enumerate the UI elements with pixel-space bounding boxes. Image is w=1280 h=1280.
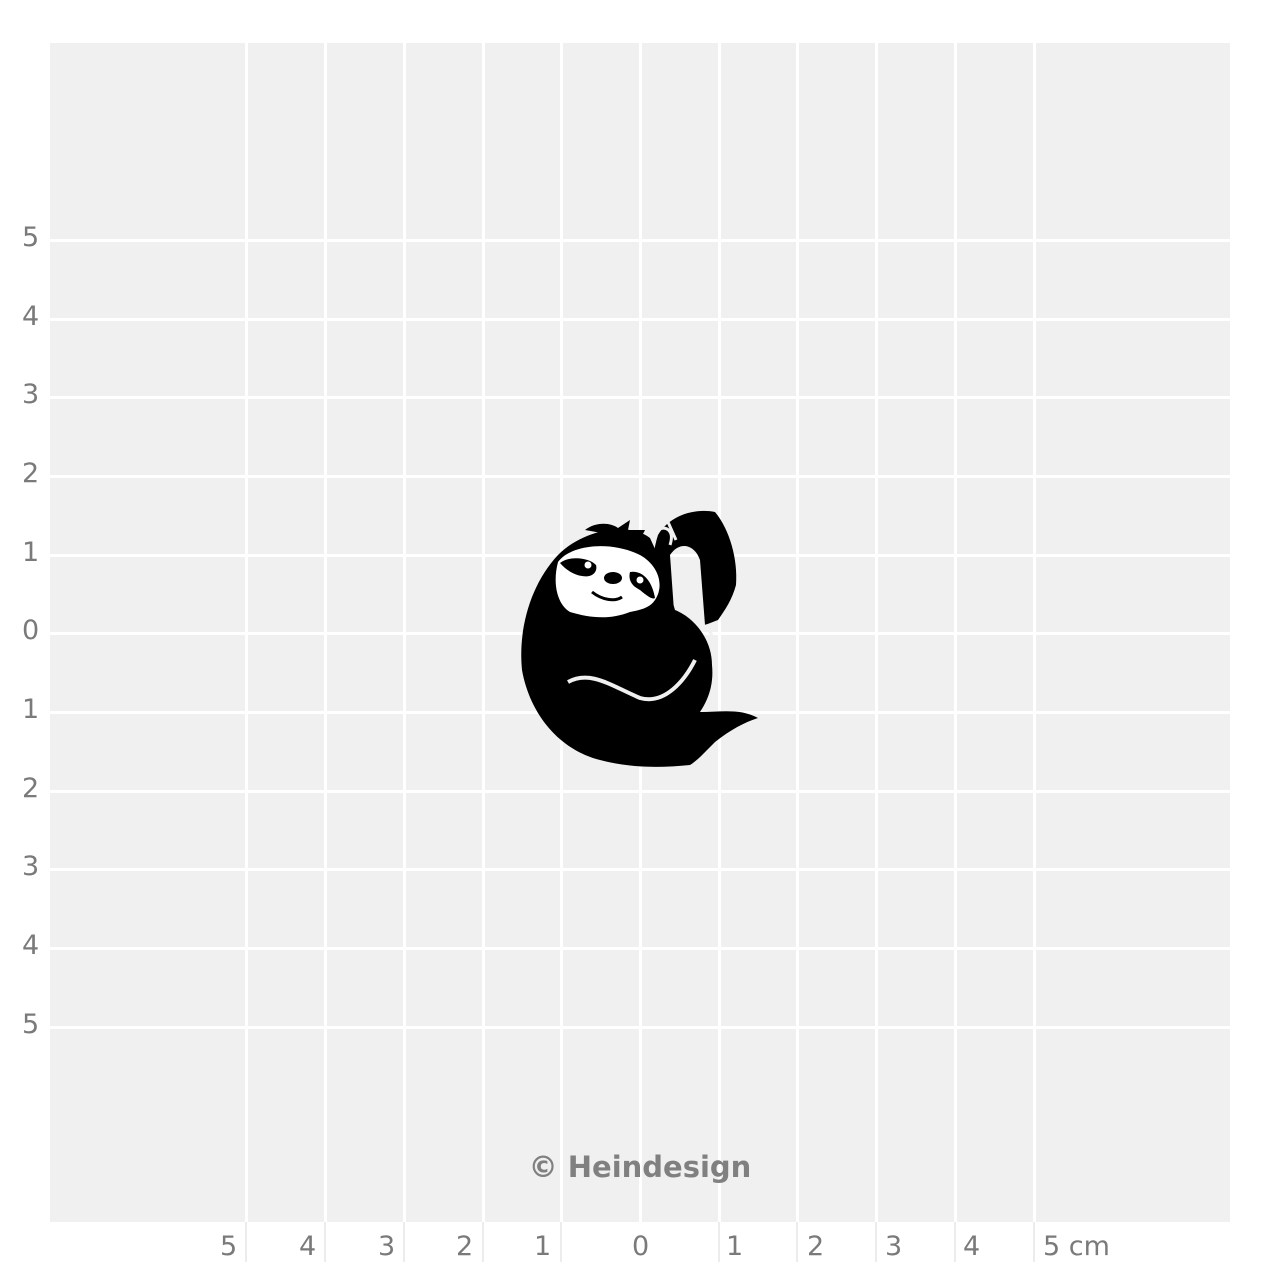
nose <box>604 572 622 584</box>
tick-line <box>954 1222 956 1262</box>
x-axis-label: 1 <box>534 1231 552 1262</box>
arm-outline <box>567 659 697 702</box>
grid-line-horizontal <box>50 790 1230 793</box>
x-axis-label: 2 <box>807 1231 825 1262</box>
x-axis-label: 4 <box>963 1231 981 1262</box>
tick-line <box>482 1222 484 1262</box>
tick-line <box>796 1222 798 1262</box>
grid-line-horizontal <box>50 239 1230 242</box>
y-axis-label: 4 <box>22 301 40 332</box>
tick-line <box>875 1222 877 1262</box>
y-axis-label: 0 <box>22 615 40 646</box>
grid-line-horizontal <box>50 1026 1230 1029</box>
sloth-motif <box>521 510 758 767</box>
y-axis-label: 2 <box>22 458 40 489</box>
x-axis-label: 3 <box>378 1231 396 1262</box>
y-axis-label: 5 <box>22 1009 40 1040</box>
y-axis-label: 3 <box>22 851 40 882</box>
grid-line-horizontal <box>50 475 1230 478</box>
eye-patch-right <box>629 571 655 599</box>
tick-line <box>324 1222 326 1262</box>
branch <box>657 521 714 636</box>
copyright-text: © Heindesign <box>528 1150 752 1184</box>
grid-line-horizontal <box>50 318 1230 321</box>
y-axis-label: 1 <box>22 694 40 725</box>
grid-line-horizontal <box>50 947 1230 950</box>
grid-line-horizontal <box>50 868 1230 871</box>
x-axis-label: 2 <box>456 1231 474 1262</box>
tick-line <box>1033 1222 1035 1262</box>
x-axis-label: 4 <box>299 1231 317 1262</box>
tick-line <box>718 1222 720 1262</box>
tick-line <box>245 1222 247 1262</box>
y-axis-label: 2 <box>22 773 40 804</box>
x-axis-label: 5 cm <box>1043 1231 1110 1262</box>
y-axis-label: 1 <box>22 537 40 568</box>
y-axis-label: 3 <box>22 379 40 410</box>
tick-line <box>560 1222 562 1262</box>
tick-line <box>403 1222 405 1262</box>
x-axis-label: 3 <box>885 1231 903 1262</box>
y-axis-label: 4 <box>22 930 40 961</box>
grid-line-horizontal <box>50 396 1230 399</box>
x-axis-label: 1 <box>726 1231 744 1262</box>
smile <box>591 590 623 602</box>
y-axis-label: 5 <box>22 222 40 253</box>
x-axis-label: 0 <box>632 1231 650 1262</box>
x-axis-label: 5 <box>220 1231 238 1262</box>
